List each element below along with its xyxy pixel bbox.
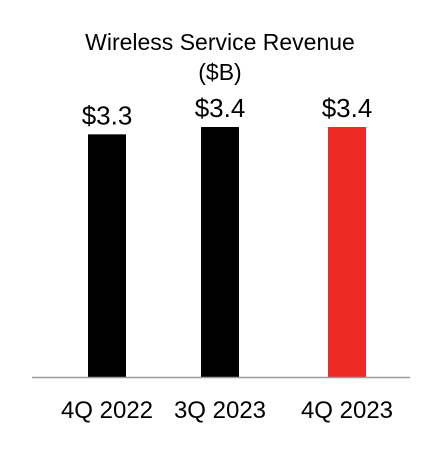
- value-label: $3.4: [195, 93, 246, 123]
- bar-4q-2023: [328, 127, 366, 377]
- bar-4q-2022: [88, 134, 126, 377]
- value-label: $3.3: [82, 100, 133, 130]
- x-tick-labels-group: 4Q 2022 3Q 2023 4Q 2023: [61, 397, 393, 424]
- chart-title: Wireless Service Revenue: [85, 29, 355, 55]
- x-tick-label: 3Q 2023: [174, 397, 266, 424]
- x-tick-label: 4Q 2023: [301, 397, 393, 424]
- bars-group: [88, 127, 366, 377]
- value-label: $3.4: [322, 93, 373, 123]
- value-labels-group: $3.3 $3.4 $3.4: [82, 93, 373, 130]
- x-tick-label: 4Q 2022: [61, 397, 153, 424]
- chart-subtitle: ($B): [198, 59, 241, 85]
- bar-3q-2023: [201, 127, 239, 377]
